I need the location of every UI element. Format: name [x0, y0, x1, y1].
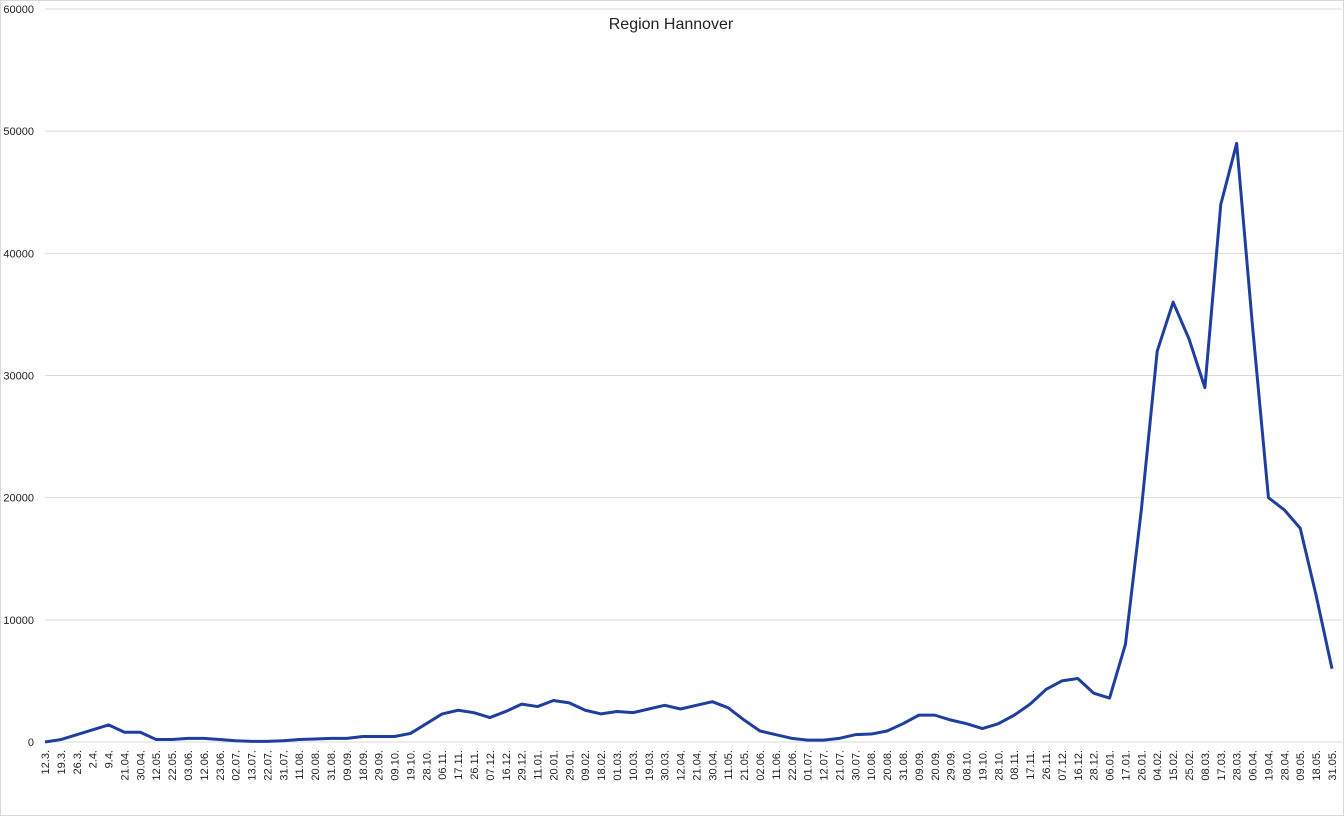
- x-tick-label: 15.02.: [1168, 750, 1180, 781]
- x-tick-label: 01.07.: [803, 750, 815, 781]
- x-tick-label: 13.07.: [247, 750, 259, 781]
- x-tick-label: 12.04.: [676, 750, 688, 781]
- x-tick-label: 30.04.: [135, 750, 147, 781]
- x-tick-label: 21.04.: [691, 750, 703, 781]
- x-tick-label: 08.10.: [962, 750, 974, 781]
- x-tick-label: 22.06.: [787, 750, 799, 781]
- y-tick-label: 0: [28, 737, 34, 749]
- chart-title: Region Hannover: [609, 16, 734, 33]
- x-tick-label: 25.02.: [1184, 750, 1196, 781]
- x-tick-label: 28.03.: [1232, 750, 1244, 781]
- y-tick-label: 60000: [3, 4, 34, 16]
- x-tick-label: 18.05.: [1311, 750, 1323, 781]
- x-tick-label: 03.06.: [183, 750, 195, 781]
- x-tick-label: 31.08.: [326, 750, 338, 781]
- x-tick-label: 02.07.: [231, 750, 243, 781]
- x-tick-label: 28.04.: [1279, 750, 1291, 781]
- x-tick-label: 19.03.: [644, 750, 656, 781]
- x-tick-label: 11.08.: [294, 750, 306, 780]
- x-tick-label: 22.07.: [262, 750, 274, 781]
- x-tick-label: 08.03.: [1200, 750, 1212, 781]
- x-tick-label: 30.07.: [850, 750, 862, 781]
- x-tick-label: 30.04.: [707, 750, 719, 781]
- x-tick-label: 18.02.: [596, 750, 608, 781]
- x-tick-label: 20.01.: [548, 750, 560, 781]
- x-tick-label: 21.07.: [834, 750, 846, 781]
- x-tick-label: 28.10.: [421, 750, 433, 781]
- x-tick-label: 22.05.: [167, 750, 179, 781]
- x-tick-label: 12.05.: [151, 750, 163, 781]
- line: [44, 141, 1334, 744]
- x-tick-label: 2.4.: [88, 750, 100, 768]
- x-tick-label: 21.04.: [119, 750, 131, 781]
- x-tick-label: 10.08.: [866, 750, 878, 781]
- x-tick-label: 20.08.: [310, 750, 322, 781]
- x-tick-label: 17.11.: [453, 750, 465, 780]
- x-tick-label: 29.09.: [946, 750, 958, 781]
- x-tick-label: 11.06.: [771, 750, 783, 780]
- x-tick-label: 23.06.: [215, 750, 227, 781]
- x-tick-label: 20.08.: [882, 750, 894, 781]
- x-tick-label: 09.02.: [580, 750, 592, 781]
- x-tick-label: 09.09.: [342, 750, 354, 781]
- y-tick-label: 10000: [3, 615, 34, 627]
- x-tick-label: 16.12.: [1073, 750, 1085, 781]
- x-tick-label: 26.01.: [1136, 750, 1148, 781]
- x-tick-label: 26.3.: [72, 750, 84, 774]
- x-tick-label: 29.09.: [374, 750, 386, 781]
- x-tick-label: 28.12.: [1089, 750, 1101, 781]
- x-tick-label: 9.4.: [104, 750, 116, 768]
- x-tick-label: 08.11.: [1009, 750, 1021, 780]
- x-tick-label: 31.08.: [898, 750, 910, 781]
- x-tick-label: 09.09.: [914, 750, 926, 781]
- x-tick-label: 06.11.: [437, 750, 449, 780]
- x-tick-label: 16.12.: [501, 750, 513, 781]
- x-tick-label: 06.04.: [1248, 750, 1260, 781]
- x-tick-label: 21.05.: [739, 750, 751, 781]
- x-tick-label: 10.03.: [628, 750, 640, 781]
- x-tick-label: 02.06.: [755, 750, 767, 781]
- x-tick-label: 19.04.: [1263, 750, 1275, 781]
- x-tick-label: 30.03.: [660, 750, 672, 781]
- x-tick-label: 07.12.: [485, 750, 497, 781]
- x-tick-label: 29.12.: [517, 750, 529, 781]
- y-tick-label: 50000: [3, 126, 34, 138]
- x-tick-label: 20.09.: [930, 750, 942, 781]
- y-tick-label: 20000: [3, 493, 34, 505]
- x-tick-label: 12.07.: [819, 750, 831, 781]
- x-tick-label: 19.10.: [405, 750, 417, 781]
- x-tick-label: 31.07.: [278, 750, 290, 781]
- x-tick-label: 18.09.: [358, 750, 370, 781]
- y-tick-label: 30000: [3, 371, 34, 383]
- x-tick-label: 09.05.: [1295, 750, 1307, 781]
- x-tick-label: 29.01.: [564, 750, 576, 781]
- x-tick-label: 09.10.: [390, 750, 402, 781]
- x-tick-label: 04.02.: [1152, 750, 1164, 781]
- x-tick-label: 31.05.: [1327, 750, 1339, 781]
- x-tick-label: 28.10.: [993, 750, 1005, 781]
- x-tick-label: 12.3.: [40, 750, 52, 774]
- x-tick-label: 19.10.: [977, 750, 989, 781]
- x-tick-label: 06.01.: [1105, 750, 1117, 781]
- x-tick-label: 17.01.: [1120, 750, 1132, 781]
- x-tick-label: 26.11.: [469, 750, 481, 780]
- x-tick-label: 17.11.: [1025, 750, 1037, 780]
- x-tick-label: 01.03.: [612, 750, 624, 781]
- y-tick-label: 40000: [3, 248, 34, 260]
- x-tick-label: 19.3.: [56, 750, 68, 774]
- x-tick-label: 17.03.: [1216, 750, 1228, 781]
- x-tick-label: 11.05.: [723, 750, 735, 780]
- x-tick-label: 11.01.: [533, 750, 545, 780]
- x-tick-label: 26.11.: [1041, 750, 1053, 780]
- x-tick-label: 07.12.: [1057, 750, 1069, 781]
- x-tick-label: 12.06.: [199, 750, 211, 781]
